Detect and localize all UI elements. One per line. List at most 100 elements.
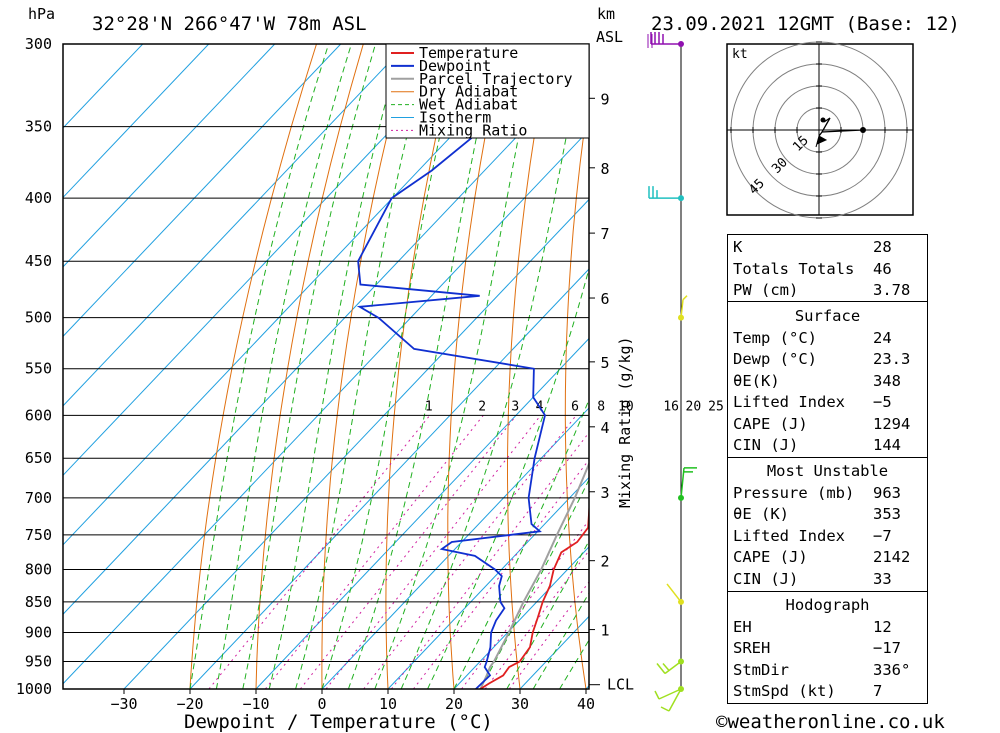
wet-adiabat-line: [295, 44, 431, 689]
isotherm-line: [63, 44, 474, 477]
stat-label: StmDir: [733, 661, 789, 679]
stat-value: 353: [873, 505, 901, 523]
stat-label: K: [733, 238, 743, 256]
stat-label: StmSpd (kt): [733, 682, 836, 700]
pressure-tick-label: 350: [25, 118, 52, 136]
pressure-tick-label: 300: [25, 35, 52, 53]
mixing-ratio-label: 10: [618, 399, 634, 414]
wind-barb: [654, 688, 682, 712]
stat-value: 23.3: [873, 350, 911, 368]
pressure-tick-label: 800: [25, 560, 52, 578]
mixing-ratio-label: 2: [478, 399, 486, 414]
hodograph-point: [820, 117, 826, 123]
mixing-ratio-line: [363, 415, 577, 689]
legend-label: Mixing Ratio: [419, 121, 527, 139]
stat-label: θE(K): [733, 372, 780, 390]
stat-label: Dewp (°C): [733, 350, 817, 368]
table-row: Temp (°C) 24: [728, 328, 927, 349]
stat-label: Pressure (mb): [733, 484, 855, 502]
table-row: Lifted Index −5: [728, 392, 927, 413]
pressure-tick-label: 750: [25, 526, 52, 544]
storm-motion-arrow: [815, 135, 828, 148]
km-tick-label: 5: [600, 354, 609, 372]
pressure-tick-label: 450: [25, 252, 52, 270]
wet-adiabat-line: [268, 44, 402, 689]
table-row: PW (cm) 3.78: [728, 280, 927, 301]
table-row: θE(K) 348: [728, 371, 927, 392]
datetime-title: 23.09.2021 12GMT (Base: 12): [651, 13, 960, 35]
km-tick-label: 9: [600, 90, 609, 108]
temperature-tick-label: 30: [511, 695, 529, 713]
wind-barb: [648, 186, 681, 199]
table-row: θE (K) 353: [728, 504, 927, 525]
stat-label: CAPE (J): [733, 548, 808, 566]
stats-table: K 28 Totals Totals 46 PW (cm) 3.78 Surface …: [727, 234, 928, 704]
dry-adiabat-line: [189, 44, 317, 689]
dry-adiabat-line: [255, 44, 364, 689]
pressure-tick-label: 700: [25, 489, 52, 507]
dry-adiabat-line: [676, 44, 718, 689]
wind-barb: [647, 34, 653, 48]
table-row: CAPE (J) 1294: [728, 414, 927, 435]
table-row: CIN (J) 144: [728, 435, 927, 456]
table-row: EH 12: [728, 617, 927, 638]
section-title-most-unstable: Most Unstable: [766, 462, 889, 480]
stat-label: EH: [733, 618, 752, 636]
pressure-tick-label: 900: [25, 624, 52, 642]
isotherm-line: [255, 337, 589, 689]
legend-label: Isotherm: [419, 109, 491, 127]
credit-text: ©weatheronline.co.uk: [716, 711, 945, 733]
isotherm-line: [63, 129, 589, 685]
stat-value: −5: [873, 393, 892, 411]
isotherm-line: [63, 44, 342, 338]
legend-label: Dry Adiabat: [419, 83, 518, 101]
wet-adiabat-line: [242, 44, 376, 689]
wet-adiabat-line: [400, 44, 585, 689]
km-tick-label: 3: [600, 484, 609, 502]
mixing-ratio-axis-label: Mixing Ratio (g/kg): [616, 336, 634, 508]
isotherm-line: [63, 44, 408, 407]
isotherm-line: [123, 198, 589, 689]
pressure-tick-label: 500: [25, 309, 52, 327]
isotherm-line: [321, 407, 589, 689]
section-title-hodograph: Hodograph: [785, 596, 870, 614]
km-tick-label: 6: [600, 290, 609, 308]
dry-adiabat-line: [925, 44, 1000, 689]
wet-adiabat-line: [189, 44, 330, 689]
stat-label: CIN (J): [733, 570, 799, 588]
hodograph-trace: [818, 117, 864, 137]
table-row: Pressure (mb) 963: [728, 483, 927, 504]
temperature-tick-label: −20: [176, 695, 203, 713]
stat-label: Totals Totals: [733, 260, 855, 278]
mixing-ratio-label: 8: [597, 399, 605, 414]
plot-frame: [62, 43, 590, 690]
isotherm-line: [63, 44, 540, 546]
pressure-tick-label: 850: [25, 593, 52, 611]
table-row: StmDir 336°: [728, 660, 927, 681]
wind-barb: [650, 32, 681, 45]
hodograph-unit-label: kt: [732, 47, 748, 62]
temperature-tick-label: 0: [317, 695, 326, 713]
temperature-tick-label: 10: [379, 695, 397, 713]
pressure-tick-label: 600: [25, 406, 52, 424]
temperature-tick-label: 40: [577, 695, 595, 713]
table-divider: [728, 457, 927, 458]
legend-label: Dewpoint: [419, 57, 491, 75]
stat-value: 2142: [873, 548, 911, 566]
asl-unit-label: ASL: [596, 28, 623, 46]
table-row: Dewp (°C) 23.3: [728, 349, 927, 370]
mixing-ratio-line: [208, 415, 431, 689]
wet-adiabat-line: [453, 398, 589, 689]
stat-value: 28: [873, 238, 892, 256]
stat-label: CIN (J): [733, 436, 799, 454]
location-title: 32°28'N 266°47'W 78m ASL: [92, 13, 367, 35]
pressure-tick-label: 650: [25, 449, 52, 467]
isotherm-line: [63, 44, 210, 199]
stat-value: 3.78: [873, 281, 911, 299]
mixing-ratio-label: 25: [708, 399, 724, 414]
lcl-label: LCL: [607, 676, 634, 694]
stat-value: 144: [873, 436, 901, 454]
isotherm-line: [189, 268, 589, 689]
